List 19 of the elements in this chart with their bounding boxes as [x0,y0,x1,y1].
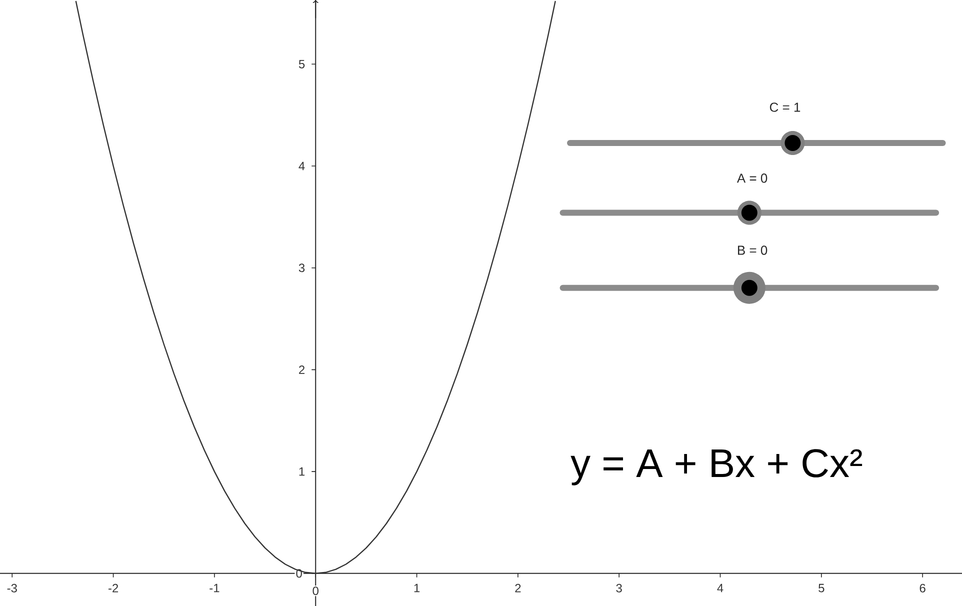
x-tick-label: 6 [920,584,926,592]
annotation: C = 1 [770,102,800,112]
x-tick-label: 3 [616,584,622,592]
y-tick-label: 2 [299,366,304,374]
x-tick-label: -2 [108,584,118,592]
x-tick-label: 5 [818,584,824,592]
x-tick-label: 2 [515,584,521,592]
x-tick-label: -1 [210,584,220,592]
y-tick-label: 4 [298,162,305,170]
y-tick-label: 5 [298,60,305,68]
x-tick-label: 4 [717,584,724,592]
x-tick-label: 1 [414,584,420,592]
y-tick-label: 3 [298,264,305,272]
x-tick-label: 0 [312,586,318,596]
annotation: A = 0 [736,174,768,183]
annotation: y = A + Bx + Cx² [570,449,862,486]
y-tick-label: 1 [299,467,305,476]
x-tick-label: -3 [7,584,17,592]
annotation: B = 0 [738,246,768,255]
